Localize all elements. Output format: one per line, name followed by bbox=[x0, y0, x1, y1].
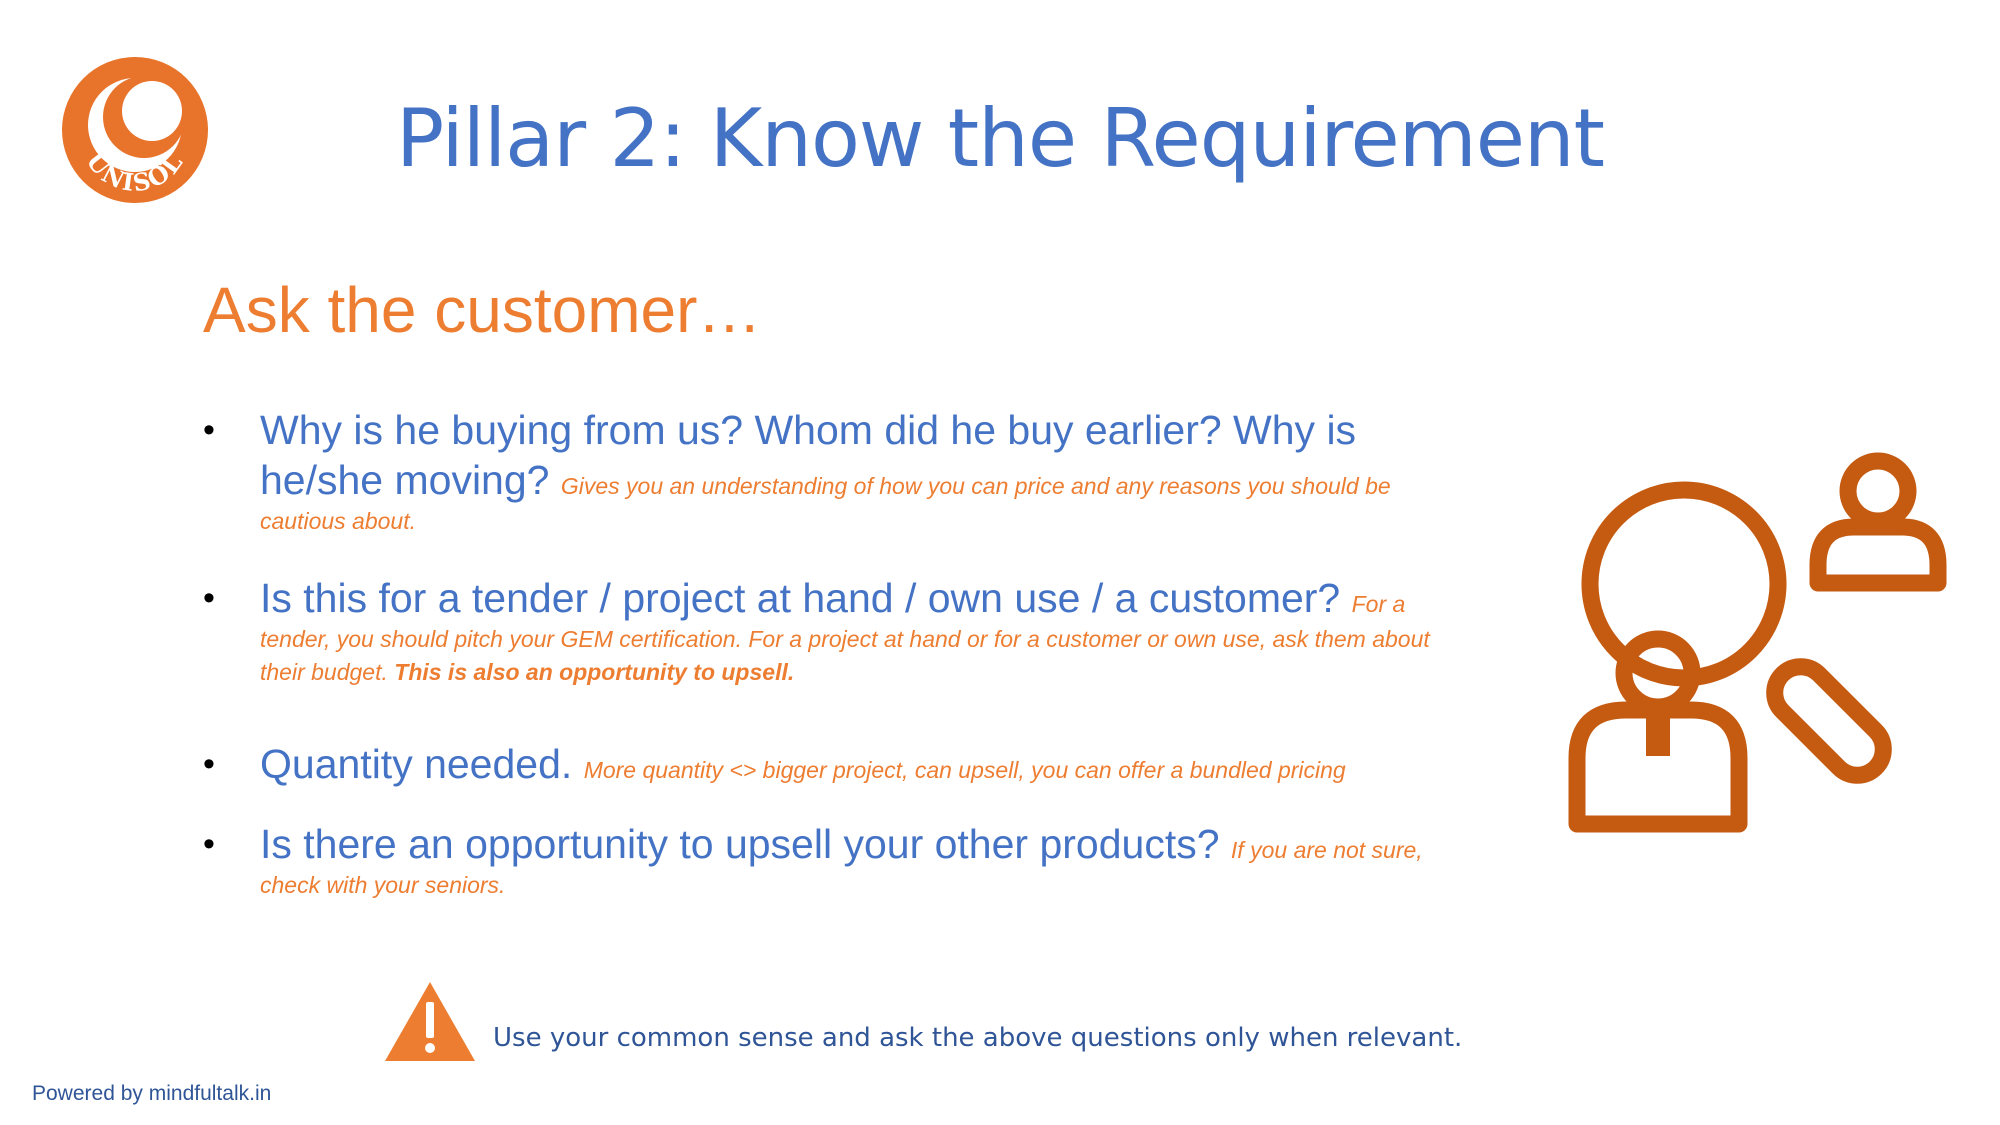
slide-subtitle: Ask the customer… bbox=[203, 274, 762, 346]
bullet-note: For a tender, you should pitch your GEM … bbox=[260, 591, 1430, 685]
bullet-main-text: Is this for a tender / project at hand /… bbox=[260, 575, 1352, 621]
bullet-note: More quantity <> bigger project, can ups… bbox=[583, 757, 1346, 783]
bullet-note-emphasis: This is also an opportunity to upsell. bbox=[394, 659, 795, 685]
user-search-icon bbox=[1568, 452, 1947, 833]
bullet-main-text: Is there an opportunity to upsell your o… bbox=[260, 821, 1231, 867]
bullet-note: If you are not sure, check with your sen… bbox=[260, 837, 1423, 898]
bullet-dot: • bbox=[203, 745, 215, 783]
powered-by-footer: Powered by mindfultalk.in bbox=[32, 1082, 272, 1105]
slide-title: Pillar 2: Know the Requirement bbox=[396, 92, 1605, 185]
bullet-list: • Why is he buying from us? Whom did he … bbox=[203, 405, 1443, 902]
warning-text: Use your common sense and ask the above … bbox=[493, 1023, 1463, 1053]
bullet-dot: • bbox=[203, 825, 215, 863]
bullet-item: • Is this for a tender / project at hand… bbox=[203, 573, 1443, 689]
bullet-main-text: Why is he buying from us? Whom did he bu… bbox=[260, 407, 1357, 503]
unisol-logo: UNISOL bbox=[62, 57, 208, 203]
bullet-item: • Quantity needed. More quantity <> bigg… bbox=[203, 739, 1443, 789]
warning-icon bbox=[385, 982, 475, 1061]
bullet-item: • Is there an opportunity to upsell your… bbox=[203, 819, 1443, 902]
bullet-note: Gives you an understanding of how you ca… bbox=[260, 473, 1391, 534]
bullet-main-text: Quantity needed. bbox=[260, 741, 584, 787]
bullet-dot: • bbox=[203, 579, 215, 617]
bullet-dot: • bbox=[203, 411, 215, 449]
bullet-item: • Why is he buying from us? Whom did he … bbox=[203, 405, 1443, 538]
